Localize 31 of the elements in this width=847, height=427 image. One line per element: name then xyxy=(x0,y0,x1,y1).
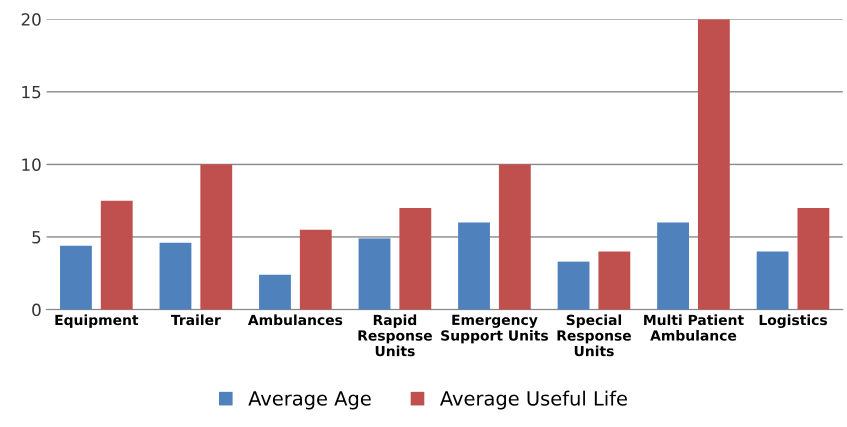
x-tick-label: Special Response Units xyxy=(558,314,632,356)
bar xyxy=(60,246,92,310)
y-tick-label: 10 xyxy=(22,158,41,171)
x-tick-label: Equipment xyxy=(55,314,138,328)
bar xyxy=(399,208,432,310)
x-tick-label: Trailer xyxy=(170,314,221,326)
bar xyxy=(259,274,291,310)
bar xyxy=(300,230,332,310)
x-tick-label: Emergency Support Units xyxy=(441,314,548,344)
bar xyxy=(698,19,730,310)
bar xyxy=(498,164,531,310)
bar xyxy=(160,242,192,310)
x-tick-label: Logistics xyxy=(760,314,827,328)
legend-label: Average Age xyxy=(248,391,371,410)
bar xyxy=(558,262,590,310)
x-tick-label: Ambulances xyxy=(248,314,342,326)
y-tick-label: 5 xyxy=(32,231,40,244)
bar xyxy=(100,200,133,310)
bar xyxy=(657,222,690,310)
bar xyxy=(797,208,830,310)
bar xyxy=(458,222,490,310)
y-tick-label: 20 xyxy=(22,13,41,26)
legend-label: Average Useful Life xyxy=(440,390,627,410)
y-tick-label: 15 xyxy=(22,86,40,98)
bar xyxy=(598,252,630,310)
x-tick-label: Rapid Response Units xyxy=(358,314,432,356)
bar xyxy=(756,252,789,310)
bar xyxy=(200,164,232,310)
bar xyxy=(358,238,390,310)
y-tick-label: 0 xyxy=(32,304,41,316)
x-tick-label: Multi Patient Ambulance xyxy=(644,314,744,341)
